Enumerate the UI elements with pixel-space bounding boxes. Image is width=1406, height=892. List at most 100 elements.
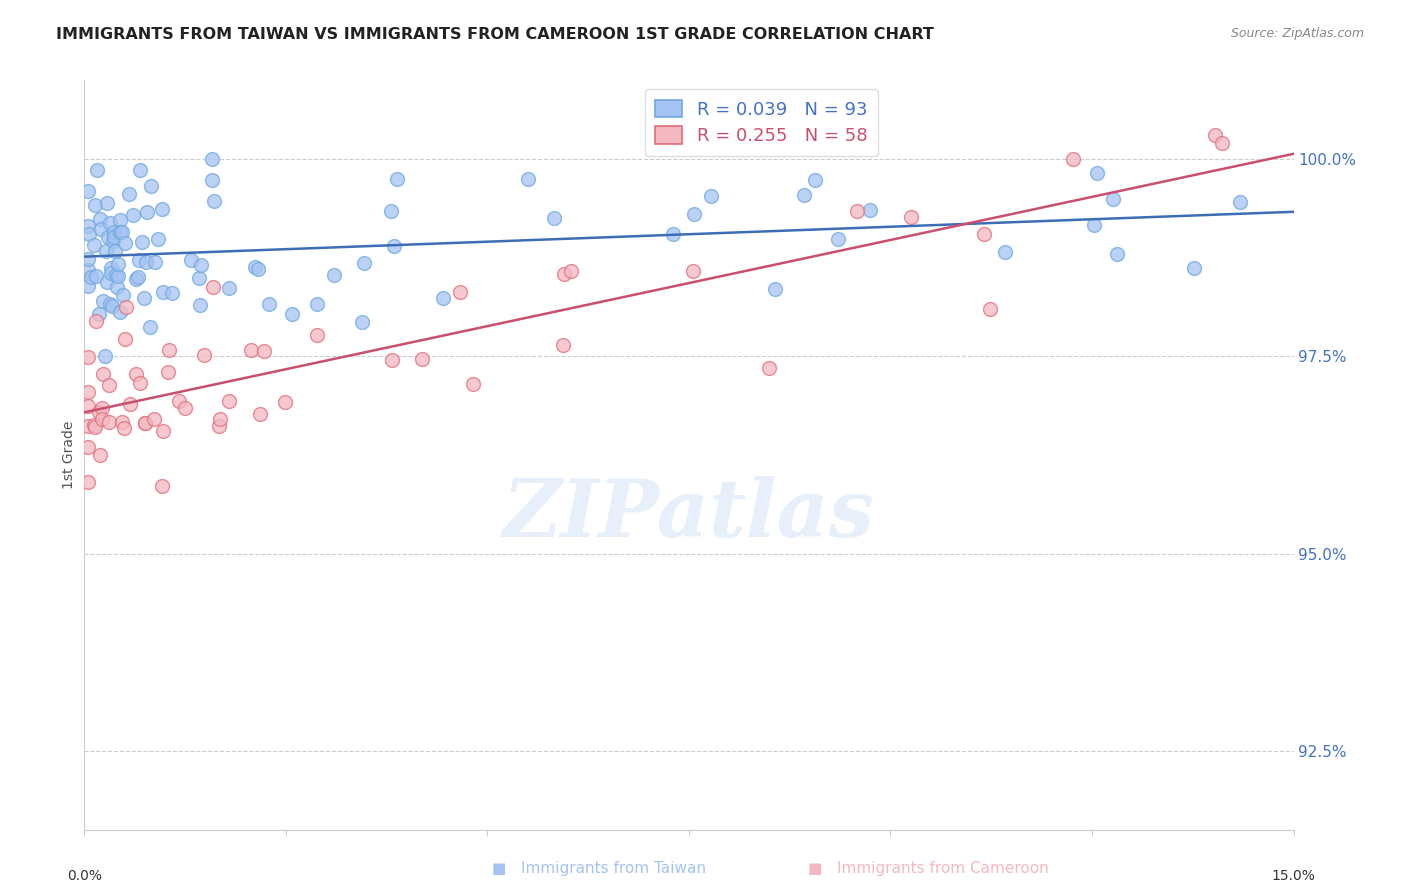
Point (1085, 166, 1108, 180)
Point (683, 207, 706, 221)
Point (1211, 136, 1233, 150)
Point (201, 173, 224, 187)
Point (108, 305, 131, 319)
Point (1062, 153, 1084, 167)
Point (103, 225, 125, 239)
Text: 0.0%: 0.0% (67, 869, 101, 883)
Point (662, 227, 685, 241)
Point (125, 367, 148, 381)
Point (128, 162, 150, 177)
Point (89, 211, 111, 226)
Point (245, 260, 267, 274)
Point (411, 352, 433, 367)
Point (107, 268, 129, 283)
Point (118, 186, 141, 201)
Point (180, 252, 202, 267)
Point (353, 256, 375, 270)
Point (84, 198, 107, 212)
Text: Source: ZipAtlas.com: Source: ZipAtlas.com (1230, 27, 1364, 40)
Point (973, 227, 995, 241)
Point (305, 328, 328, 343)
Point (252, 343, 274, 358)
Point (84, 419, 107, 434)
Point (156, 365, 179, 379)
Text: IMMIGRANTS FROM TAIWAN VS IMMIGRANTS FROM CAMEROON 1ST GRADE CORRELATION CHART: IMMIGRANTS FROM TAIWAN VS IMMIGRANTS FRO… (56, 27, 934, 42)
Point (174, 401, 197, 415)
Point (114, 236, 136, 251)
Point (553, 267, 575, 281)
Point (103, 229, 125, 244)
Point (91, 367, 114, 381)
Point (77, 252, 100, 266)
Point (77, 399, 100, 413)
Point (551, 338, 574, 352)
Point (543, 211, 565, 226)
Point (209, 412, 232, 426)
Point (218, 394, 240, 409)
Point (385, 172, 408, 186)
Point (77, 350, 100, 364)
Point (152, 424, 174, 438)
Point (105, 279, 128, 293)
Point (382, 239, 405, 253)
Point (461, 376, 484, 391)
Point (101, 299, 124, 313)
Point (77, 418, 100, 433)
Point (150, 479, 173, 493)
Point (845, 204, 868, 219)
Point (125, 272, 148, 286)
Point (146, 232, 169, 246)
Point (143, 255, 166, 269)
Point (201, 279, 224, 293)
Point (979, 301, 1001, 316)
Point (682, 263, 704, 277)
Point (103, 234, 125, 248)
Point (208, 419, 231, 434)
Point (249, 407, 271, 421)
Point (91, 294, 114, 309)
Point (98, 297, 121, 311)
Point (80, 270, 103, 285)
Point (167, 393, 190, 408)
Point (352, 315, 374, 329)
Point (281, 307, 304, 321)
Point (77, 219, 100, 234)
Point (380, 203, 402, 218)
Point (77, 384, 100, 399)
Legend: R = 0.039   N = 93, R = 0.255   N = 58: R = 0.039 N = 93, R = 0.255 N = 58 (644, 89, 879, 156)
Text: ■   Immigrants from Cameroon: ■ Immigrants from Cameroon (808, 861, 1049, 876)
Text: 15.0%: 15.0% (1271, 869, 1316, 883)
Point (97, 415, 120, 429)
Point (381, 353, 404, 368)
Point (107, 257, 129, 271)
Point (143, 412, 166, 426)
Point (152, 285, 174, 300)
Point (96, 229, 118, 244)
Point (187, 270, 209, 285)
Point (517, 172, 540, 186)
Point (77, 278, 100, 293)
Point (150, 202, 173, 216)
Point (190, 298, 212, 312)
Point (201, 152, 224, 166)
Point (141, 178, 163, 193)
Point (127, 270, 149, 285)
Point (1229, 194, 1251, 209)
Point (77, 185, 100, 199)
Point (83, 417, 105, 432)
Point (131, 235, 153, 249)
Point (1102, 193, 1125, 207)
Point (135, 205, 157, 219)
Point (763, 282, 786, 296)
Point (77, 227, 100, 241)
Point (246, 261, 269, 276)
Point (190, 258, 212, 272)
Point (134, 292, 156, 306)
Point (1105, 247, 1128, 261)
Point (134, 416, 156, 430)
Y-axis label: 1st Grade: 1st Grade (62, 421, 76, 489)
Point (257, 297, 280, 311)
Point (90, 401, 112, 415)
Point (77, 475, 100, 490)
Point (1204, 128, 1226, 143)
